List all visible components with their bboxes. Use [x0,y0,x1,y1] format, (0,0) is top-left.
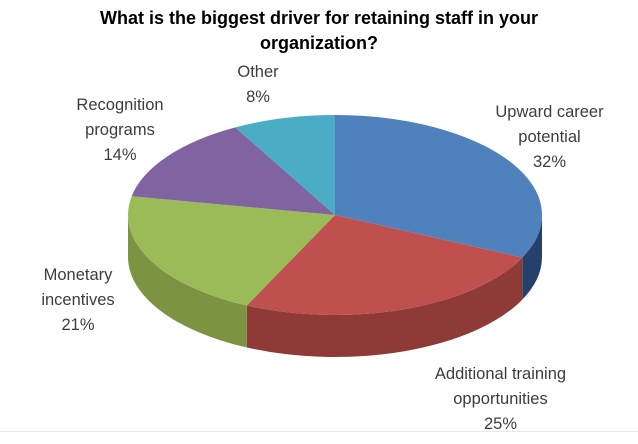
slice-label-percent: 32% [532,153,567,171]
pie-slice-side-monetary-incentives [128,215,247,348]
pie-slice-side-additional-training-opportunities [246,257,523,357]
slice-label-text: Other [237,63,279,81]
chart-title: What is the biggest driver for retaining… [99,8,539,53]
pie-slice-label-recognition-programs: Recognition programs 14% [50,93,190,168]
pie-slice-label-monetary-incentives: Monetary incentives 21% [18,263,138,338]
slice-label-percent: 25% [483,415,518,433]
pie-slice-monetary-incentives [128,196,335,306]
slice-label-text: Recognition programs [76,96,164,139]
slice-label-percent: 8% [246,88,270,106]
slice-label-text: Upward career potential [495,103,604,146]
pie-slice-label-other: Other 8% [212,60,304,110]
pie-slice-label-additional-training-opportunities: Additional training opportunities 25% [398,362,603,437]
pie-slice-side-upward-career-potential [522,215,543,300]
slice-label-text: Additional training opportunities [434,365,567,408]
pie-slice-additional-training-opportunities [246,215,523,315]
page-bottom-border [0,431,638,432]
pie-slice-recognition-programs [131,127,335,215]
slice-label-text: Monetary incentives [41,266,115,309]
pie-slice-label-upward-career-potential: Upward career potential 32% [462,100,637,175]
slice-label-percent: 21% [61,316,95,334]
slice-label-percent: 14% [103,146,137,164]
pie-slice-other [235,115,335,215]
pie-slice-upward-career-potential [335,114,543,258]
